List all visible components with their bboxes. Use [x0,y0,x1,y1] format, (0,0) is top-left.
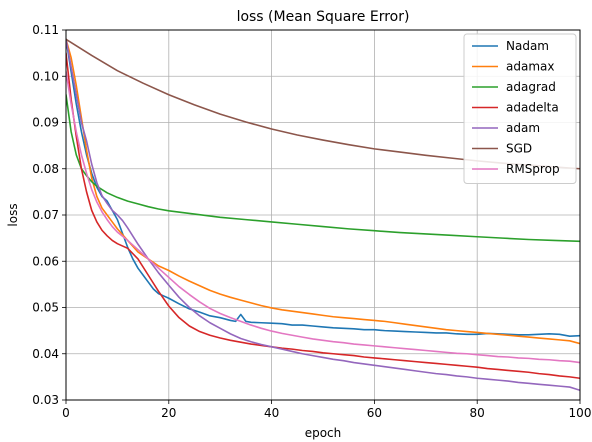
legend-box [463,33,577,184]
y-tick-label: 0.08 [32,162,59,176]
x-tick-label: 20 [161,406,176,420]
x-tick-label: 100 [569,406,592,420]
x-tick-label: 40 [264,406,279,420]
series-line-adamax [66,38,580,345]
y-tick-label: 0.09 [32,116,59,130]
legend: Nadam adamax adagrad adadelta adam SGD RMSprop [463,33,577,184]
chart-title: loss (Mean Square Error) [237,9,410,25]
x-tick-label: 60 [367,406,382,420]
legend-label-adam: adam [506,121,540,135]
plot-lines [66,38,580,392]
x-tick-label: 0 [62,406,70,420]
series-line-adadelta [66,52,580,380]
y-axis-label: loss [6,203,20,226]
legend-label-rmsprop: RMSprop [506,162,560,176]
y-tick-label: 0.11 [32,23,59,37]
y-tick-label: 0.10 [32,69,59,83]
series-line-rmsprop [66,70,580,364]
y-tick-label: 0.03 [32,393,59,407]
x-axis-label: epoch [305,426,342,440]
y-tick-label: 0.04 [32,347,59,361]
legend-label-sgd: SGD [506,142,532,156]
y-tick-label: 0.07 [32,208,59,222]
series-line-adam [66,38,580,392]
series-line-nadam [66,38,580,337]
axis-ticks: 0 20 40 60 80 100 0.03 0.04 0.05 0.06 0.07 0.08 0.09… [32,23,591,420]
legend-label-nadam: Nadam [506,39,549,53]
x-tick-label: 80 [470,406,485,420]
y-tick-label: 0.05 [32,301,59,315]
series-line-adagrad [66,93,580,243]
legend-label-adamax: adamax [506,60,554,74]
legend-label-adagrad: adagrad [506,80,556,94]
legend-label-adadelta: adadelta [506,101,559,115]
y-tick-label: 0.06 [32,254,59,268]
